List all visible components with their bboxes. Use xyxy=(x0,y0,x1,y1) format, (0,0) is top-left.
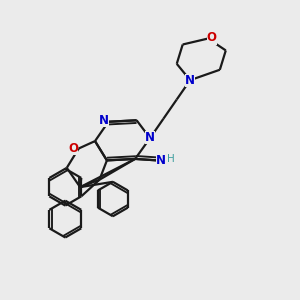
Text: O: O xyxy=(68,142,78,155)
Text: N: N xyxy=(185,74,195,87)
Text: H: H xyxy=(167,154,175,164)
Text: N: N xyxy=(156,154,166,167)
Text: N: N xyxy=(99,114,109,127)
Text: O: O xyxy=(207,32,217,44)
Text: N: N xyxy=(145,131,155,144)
